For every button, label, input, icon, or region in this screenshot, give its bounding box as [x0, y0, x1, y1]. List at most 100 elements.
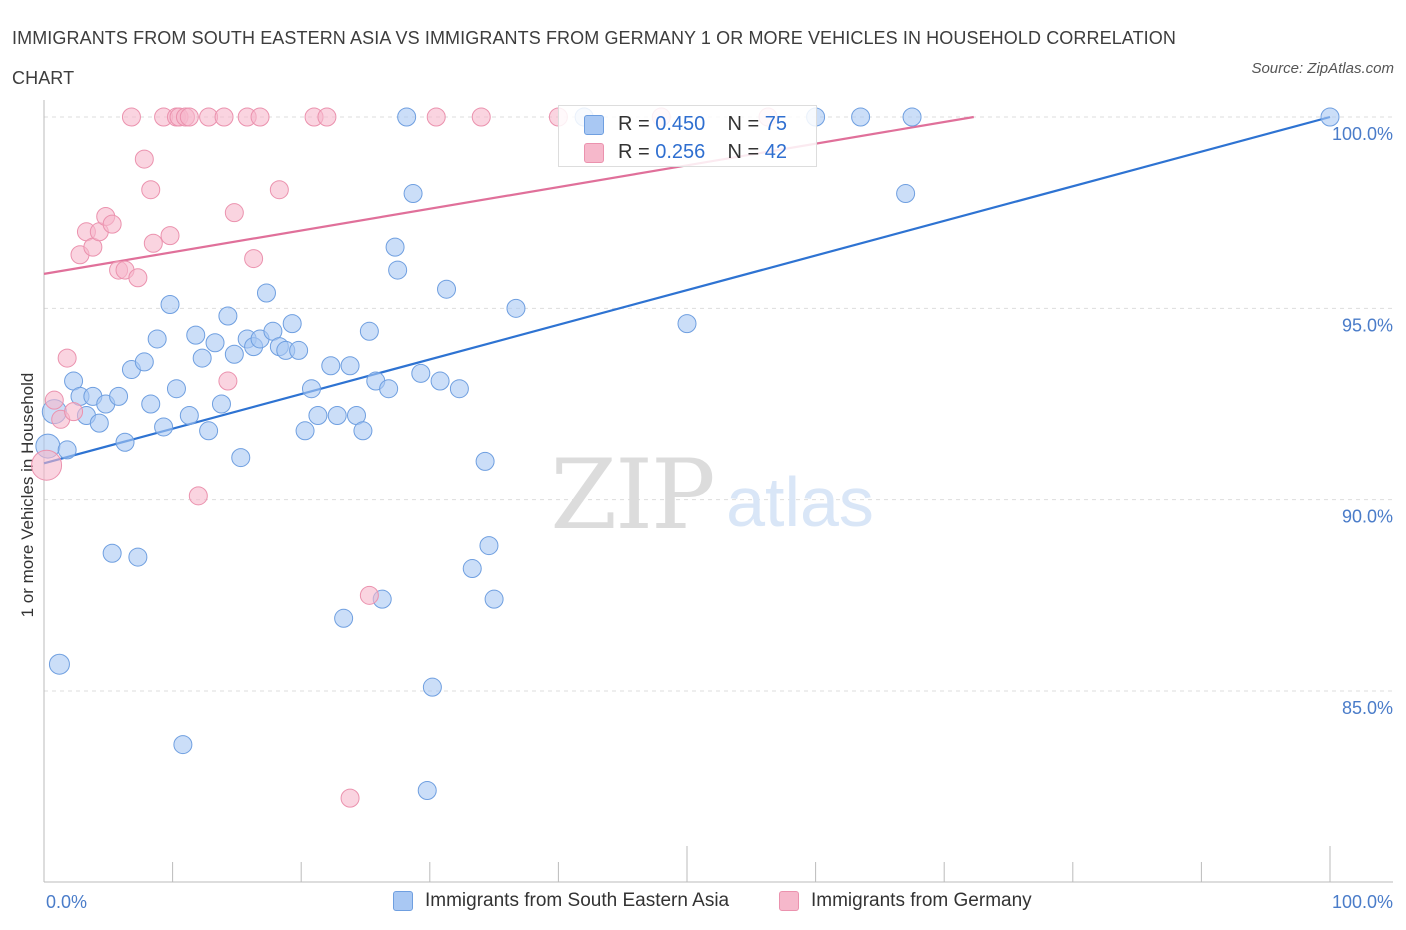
r-value: 0.256: [655, 141, 706, 163]
point-south-eastern-asia: [385, 237, 405, 257]
point-south-eastern-asia: [115, 432, 135, 452]
y-tick-label: 100.0%: [1332, 124, 1393, 144]
watermark: ZIP atlas: [550, 439, 874, 551]
point-germany: [218, 371, 238, 391]
axes: [43, 100, 1393, 883]
x-tick-label: 0.0%: [46, 892, 87, 912]
point-south-eastern-asia: [340, 356, 360, 376]
point-south-eastern-asia: [218, 306, 238, 326]
legend-swatch-pink: [779, 891, 799, 911]
y-tick-label: 95.0%: [1342, 315, 1393, 335]
point-germany: [250, 107, 270, 127]
grid-lines: [44, 116, 1393, 692]
point-south-eastern-asia: [1320, 107, 1340, 127]
series-legend: Immigrants from South Eastern Asia Immig…: [0, 890, 1406, 916]
point-germany: [359, 585, 379, 605]
point-south-eastern-asia: [379, 379, 399, 399]
point-germany: [57, 348, 77, 368]
source-label: Source: ZipAtlas.com: [1251, 60, 1394, 77]
point-germany: [134, 149, 154, 169]
point-south-eastern-asia: [422, 677, 442, 697]
point-south-eastern-asia: [403, 184, 423, 204]
point-germany: [317, 107, 337, 127]
chart-title: IMMIGRANTS FROM SOUTH EASTERN ASIA VS IM…: [12, 28, 1176, 88]
point-germany: [188, 486, 208, 506]
data-points: [31, 107, 1340, 808]
point-south-eastern-asia: [109, 386, 129, 406]
point-south-eastern-asia: [192, 348, 212, 368]
point-germany: [143, 233, 163, 253]
n-value: 75: [764, 113, 788, 135]
point-south-eastern-asia: [256, 283, 276, 303]
point-germany: [121, 107, 141, 127]
point-south-eastern-asia: [205, 333, 225, 353]
point-south-eastern-asia: [224, 344, 244, 364]
legend-swatch-blue: [393, 891, 413, 911]
legend-swatch-pink: [584, 143, 604, 163]
point-south-eastern-asia: [417, 780, 437, 800]
point-south-eastern-asia: [411, 363, 431, 383]
legend-swatch-blue: [584, 115, 604, 135]
point-south-eastern-asia: [295, 421, 315, 441]
point-south-eastern-asia: [141, 394, 161, 414]
n-label: N =: [727, 113, 760, 135]
point-south-eastern-asia: [186, 325, 206, 345]
point-south-eastern-asia: [289, 340, 309, 360]
trend-line-south-eastern-asia: [43, 115, 1331, 465]
r-value: 0.450: [655, 113, 706, 135]
point-south-eastern-asia: [128, 547, 148, 567]
point-south-eastern-asia: [166, 379, 186, 399]
point-south-eastern-asia: [211, 394, 231, 414]
trend-lines: [43, 115, 1331, 465]
point-south-eastern-asia: [147, 329, 167, 349]
point-south-eastern-asia: [902, 107, 922, 127]
point-south-eastern-asia: [308, 405, 328, 425]
point-south-eastern-asia: [484, 589, 504, 609]
point-south-eastern-asia: [677, 314, 697, 334]
point-south-eastern-asia: [430, 371, 450, 391]
point-germany: [141, 180, 161, 200]
point-south-eastern-asia: [388, 260, 408, 280]
point-germany: [64, 402, 84, 422]
point-germany: [128, 268, 148, 288]
point-south-eastern-asia: [199, 421, 219, 441]
watermark-atlas: atlas: [726, 463, 874, 541]
x-tick-label: 100.0%: [1332, 892, 1393, 912]
point-south-eastern-asia: [479, 536, 499, 556]
y-tick-label: 85.0%: [1342, 698, 1393, 718]
point-south-eastern-asia: [449, 379, 469, 399]
point-south-eastern-asia: [173, 735, 193, 755]
point-south-eastern-asia: [353, 421, 373, 441]
point-germany: [224, 203, 244, 223]
point-south-eastern-asia: [102, 543, 122, 563]
legend-label: Immigrants from Germany: [811, 890, 1032, 911]
n-label: N =: [727, 141, 760, 163]
r-label: R =: [618, 141, 650, 163]
point-germany: [471, 107, 491, 127]
point-germany: [244, 249, 264, 269]
legend-label: Immigrants from South Eastern Asia: [425, 890, 730, 911]
point-south-eastern-asia: [321, 356, 341, 376]
point-south-eastern-asia: [89, 413, 109, 433]
point-germany: [102, 214, 122, 234]
point-south-eastern-asia: [160, 295, 180, 315]
y-tick-label: 90.0%: [1342, 507, 1393, 527]
point-south-eastern-asia: [301, 379, 321, 399]
point-south-eastern-asia: [48, 653, 70, 675]
y-tick-labels: 85.0% 90.0% 95.0% 100.0%: [1332, 124, 1393, 718]
point-south-eastern-asia: [57, 440, 77, 460]
point-south-eastern-asia: [179, 405, 199, 425]
x-tick-labels: 0.0% 100.0%: [46, 892, 1393, 912]
point-south-eastern-asia: [437, 279, 457, 299]
point-south-eastern-asia: [359, 321, 379, 341]
point-south-eastern-asia: [134, 352, 154, 372]
point-south-eastern-asia: [282, 314, 302, 334]
point-south-eastern-asia: [154, 417, 174, 437]
point-south-eastern-asia: [462, 559, 482, 579]
point-south-eastern-asia: [851, 107, 871, 127]
point-south-eastern-asia: [231, 448, 251, 468]
point-germany: [160, 226, 180, 246]
trend-line-germany: [43, 115, 974, 275]
point-germany: [44, 390, 64, 410]
